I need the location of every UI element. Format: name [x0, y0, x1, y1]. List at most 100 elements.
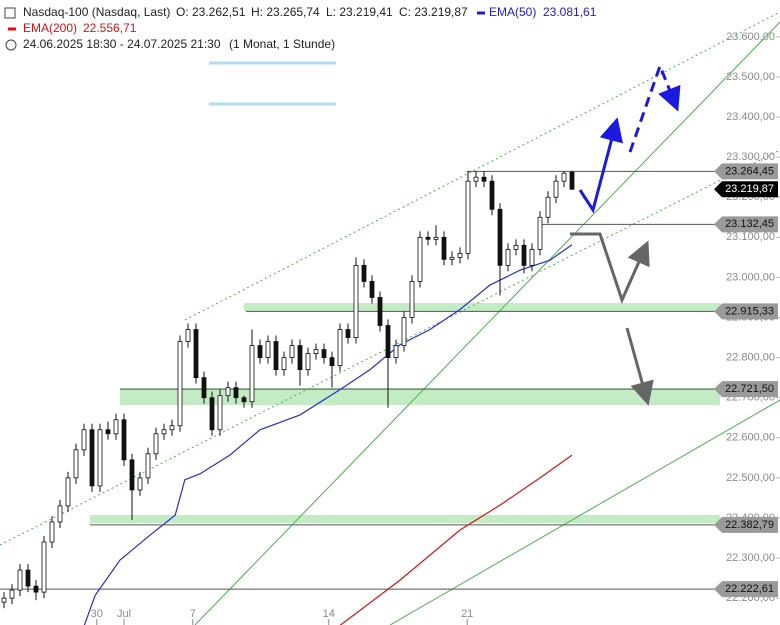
candle-body [393, 345, 399, 359]
level-label: 22.382,79 [725, 519, 774, 531]
zone [244, 303, 720, 311]
candle-body [137, 477, 143, 491]
x-tick-label: 30 [91, 608, 103, 620]
zone [90, 515, 720, 523]
y-tick-label: 22.800,00 [726, 352, 775, 364]
candle-body [65, 477, 71, 507]
candle-body [201, 377, 207, 399]
candle-body [161, 429, 167, 435]
level-tag [714, 303, 778, 320]
candle-body [241, 397, 247, 403]
candle-body [457, 252, 463, 258]
candle-body [129, 459, 135, 491]
x-tick-label: 21 [461, 608, 473, 620]
candle-body [281, 357, 287, 371]
candle-body [545, 196, 551, 218]
candle-body [401, 317, 407, 346]
x-tick-label: 7 [190, 608, 196, 620]
y-tick-label: 22.500,00 [726, 472, 775, 484]
candle-body [73, 449, 79, 479]
title: Nasdaq-100 (Nasdaq, Last) [23, 5, 170, 19]
candle-body [273, 341, 279, 371]
ema-line [83, 244, 573, 625]
last-price-tag [714, 181, 778, 198]
y-tick-label: 23.400,00 [726, 111, 775, 123]
candle-body [385, 325, 391, 359]
interval: (1 Monat, 1 Stunde) [229, 37, 335, 51]
ohlc: L: 23.219,41 [326, 5, 393, 19]
level-tag [714, 381, 778, 398]
legend-label: EMA(200) [23, 21, 77, 35]
candle-body [449, 256, 455, 260]
level-tag [714, 581, 778, 598]
candle-body [513, 244, 519, 250]
candle-body [409, 281, 415, 318]
level-label: 22.915,33 [725, 305, 774, 317]
level-tag [714, 216, 778, 233]
level-tag [714, 163, 778, 180]
candle-body [121, 419, 127, 461]
candle-body [89, 429, 95, 487]
y-tick-label: 23.100,00 [726, 231, 775, 243]
candle-body [521, 244, 527, 266]
drawings [0, 11, 780, 625]
candle-body [105, 429, 111, 435]
trendline [184, 11, 780, 321]
candle-body [361, 264, 367, 282]
candle-body [169, 425, 175, 431]
candle-body [257, 345, 263, 359]
candle-body [417, 236, 423, 282]
candle-body [465, 180, 471, 254]
legend-value: 22.556,71 [83, 21, 137, 35]
y-tick-label: 23.600,00 [726, 31, 775, 43]
period: 24.06.2025 18:30 - 24.07.2025 21:30 [23, 37, 221, 51]
candle-body [33, 585, 39, 593]
candle-body [297, 345, 303, 371]
y-tick-label: 23.300,00 [726, 151, 775, 163]
candle-body [505, 248, 511, 266]
arrow [578, 117, 624, 214]
ema-line [339, 454, 573, 625]
candle-body [177, 341, 183, 427]
candle-body [481, 176, 487, 182]
level-label: 23.264,45 [725, 165, 774, 177]
candle-body [113, 419, 119, 435]
candle-body [369, 281, 375, 298]
candle-body [329, 357, 335, 367]
level-label: 23.132,45 [725, 218, 774, 230]
icon [5, 39, 17, 51]
candle-body [337, 329, 343, 367]
level-tag [714, 516, 778, 533]
plot [0, 170, 720, 625]
level-label: 22.721,50 [725, 383, 774, 395]
trendline [194, 21, 780, 625]
candle-body [25, 569, 31, 587]
candle-body [81, 429, 87, 451]
level-label: 22.222,61 [725, 583, 774, 595]
candle-body [537, 216, 543, 250]
candle-body [225, 387, 231, 397]
ohlc: O: 23.262,51 [176, 5, 246, 19]
candle-body [529, 248, 535, 266]
candle-body [153, 433, 159, 455]
candle-body [305, 353, 311, 371]
x-tick-label: Jul [117, 608, 131, 620]
candle-body [497, 208, 503, 266]
candle-body [1, 597, 7, 603]
arrow [625, 327, 654, 406]
candle-body [569, 171, 575, 190]
candle-body [433, 236, 439, 240]
y-tick-label: 23.000,00 [726, 271, 775, 283]
arrow [628, 61, 681, 153]
candle-body [209, 397, 215, 431]
y-tick-label: 22.300,00 [726, 552, 775, 564]
candle-body [473, 176, 479, 182]
candle-body [321, 349, 327, 359]
candle-body [97, 429, 103, 487]
y-tick-label: 22.600,00 [726, 432, 775, 444]
ohlc: H: 23.265,74 [251, 5, 320, 19]
last-price-label: 23.219,87 [725, 183, 774, 195]
candle-body [265, 341, 271, 359]
candle-body [41, 541, 47, 593]
